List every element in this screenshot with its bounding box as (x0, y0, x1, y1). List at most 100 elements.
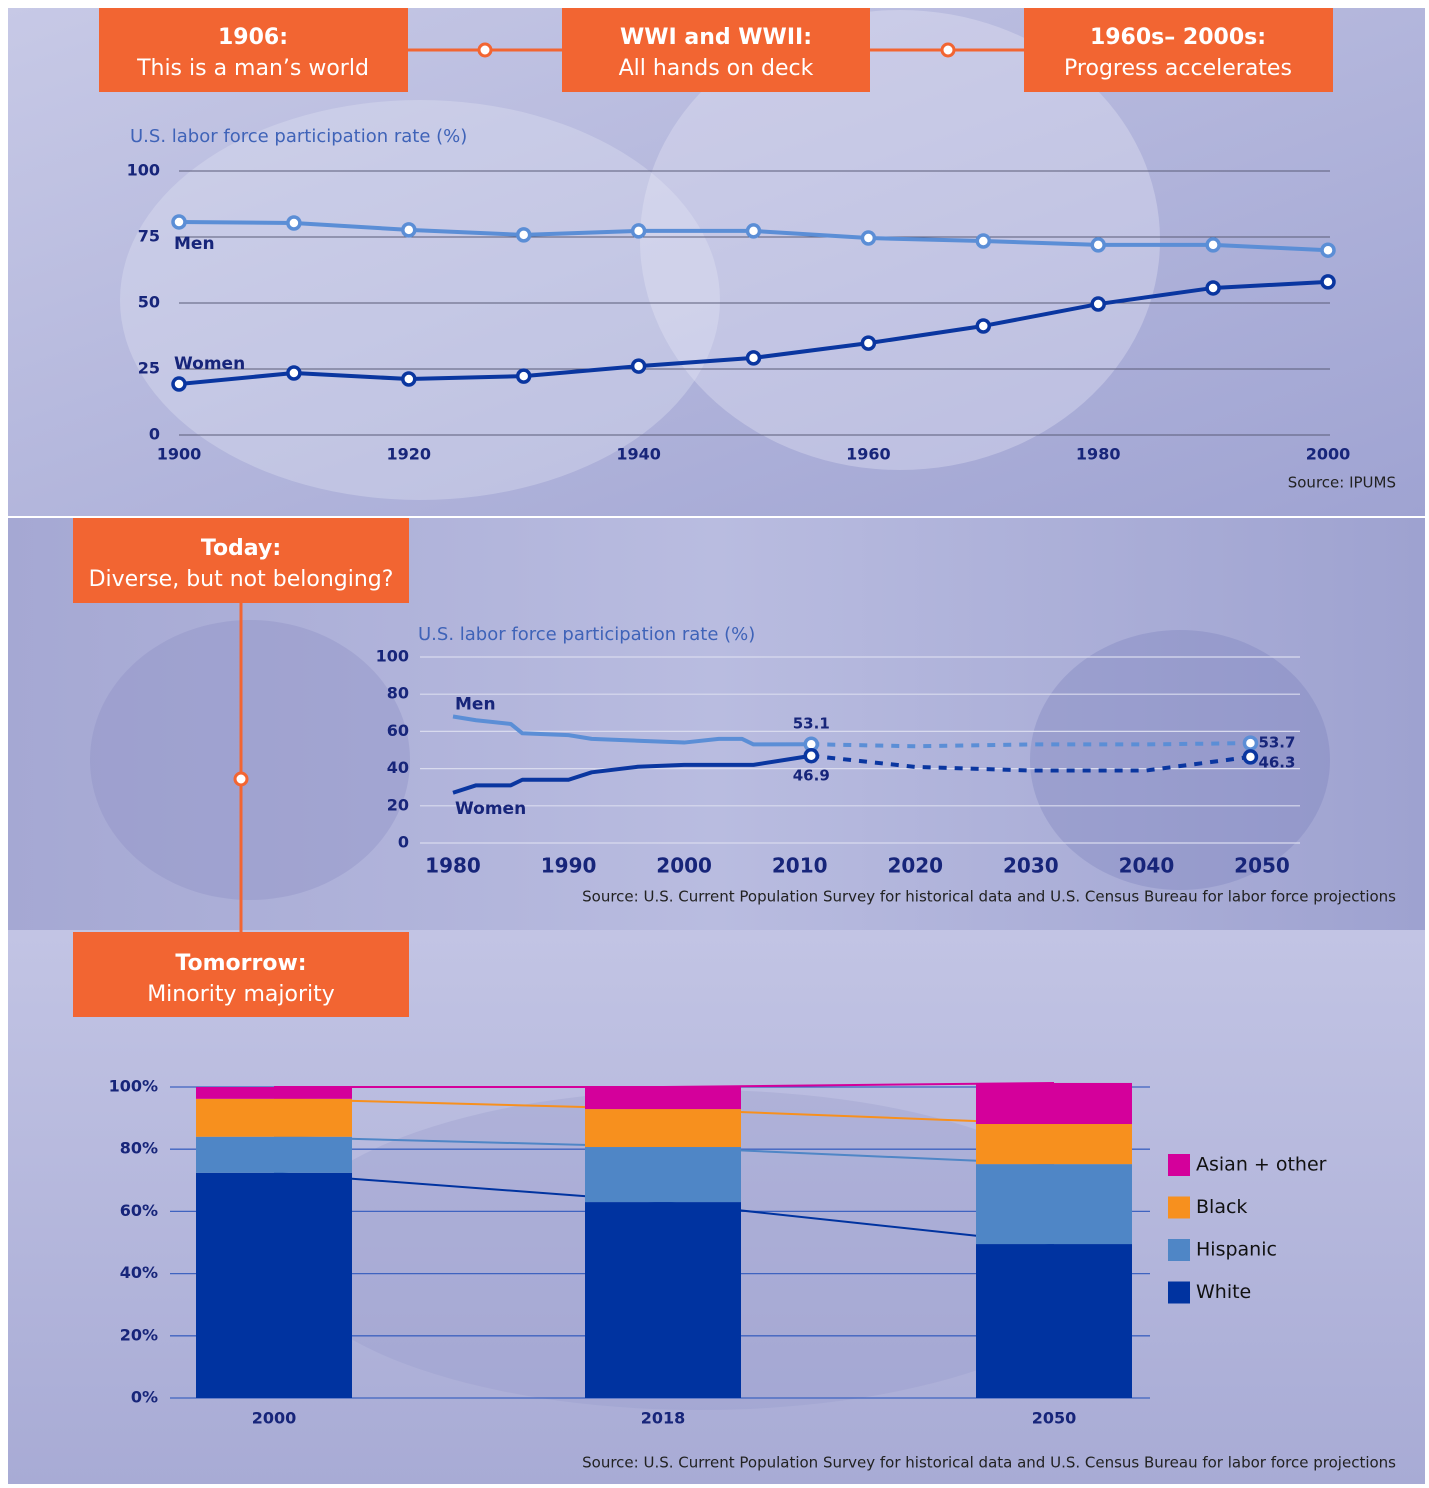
timeline-dot (942, 44, 954, 56)
x-tick-label: 1990 (541, 854, 597, 878)
point-marker (1092, 298, 1104, 310)
header-subtitle: Diverse, but not belonging? (89, 567, 394, 592)
series-label: Women (174, 354, 245, 374)
point-marker (288, 217, 300, 229)
data-label: 46.3 (1258, 753, 1295, 771)
point-marker (403, 373, 415, 385)
legend-swatch (1168, 1197, 1190, 1219)
point-marker (748, 225, 760, 237)
point-marker (1092, 239, 1104, 251)
header-title: 1906: (218, 25, 288, 50)
legend-label: White (1196, 1281, 1251, 1303)
y-tick-label: 100 (127, 161, 160, 180)
infographic: 1906: This is a man’s world WWI and WWII… (0, 0, 1429, 1484)
timeline-dot (235, 773, 247, 785)
point-marker (805, 750, 817, 762)
timeline-header: Today: Diverse, but not belonging? (73, 518, 409, 603)
photo-shade (90, 620, 410, 900)
bar-segment (585, 1202, 741, 1398)
timeline-header: 1960s– 2000s: Progress accelerates (1024, 8, 1333, 92)
y-tick-label: 40 (387, 758, 409, 777)
point-marker (862, 232, 874, 244)
photo-shade (120, 100, 720, 500)
y-tick-label: 80% (120, 1139, 158, 1158)
y-tick-label: 75 (138, 227, 160, 246)
y-tick-label: 60% (120, 1201, 158, 1220)
bar-segment (196, 1087, 352, 1099)
source-note: Source: U.S. Current Population Survey f… (582, 1454, 1396, 1472)
chart-title: U.S. labor force participation rate (%) (418, 624, 755, 645)
header-title: Today: (201, 536, 281, 561)
point-marker (977, 235, 989, 247)
legend-swatch (1168, 1282, 1190, 1304)
point-marker (518, 370, 530, 382)
header-title: 1960s– 2000s: (1090, 25, 1266, 50)
point-marker (748, 352, 760, 364)
header-title: Tomorrow: (175, 951, 306, 976)
bar-segment (196, 1173, 352, 1398)
point-marker (977, 320, 989, 332)
bar-segment (976, 1124, 1132, 1164)
point-marker (1207, 282, 1219, 294)
data-label: 53.7 (1258, 734, 1295, 752)
x-tick-label: 2030 (1003, 854, 1059, 878)
x-tick-label: 2000 (1306, 445, 1351, 464)
legend-label: Black (1196, 1196, 1247, 1218)
y-tick-label: 0% (131, 1388, 158, 1407)
source-note: Source: IPUMS (1288, 474, 1396, 492)
timeline-header: Tomorrow: Minority majority (73, 932, 409, 1017)
y-tick-label: 60 (387, 721, 409, 740)
x-tick-label: 2010 (772, 854, 828, 878)
point-marker (1322, 244, 1334, 256)
source-note: Source: U.S. Current Population Survey f… (582, 888, 1396, 906)
data-label: 53.1 (793, 715, 830, 733)
x-tick-label: 2050 (1234, 854, 1290, 878)
y-tick-label: 20 (387, 795, 409, 814)
y-tick-label: 100% (109, 1077, 158, 1096)
series-label: Women (455, 799, 526, 819)
x-tick-label: 2018 (641, 1409, 686, 1428)
series-label: Men (174, 234, 215, 254)
x-tick-label: 2020 (887, 854, 943, 878)
x-tick-label: 1980 (425, 854, 481, 878)
point-marker (633, 360, 645, 372)
y-tick-label: 25 (138, 359, 160, 378)
y-tick-label: 50 (138, 293, 160, 312)
x-tick-label: 2050 (1032, 1409, 1077, 1428)
point-marker (173, 378, 185, 390)
y-tick-label: 100 (376, 647, 409, 666)
x-tick-label: 2040 (1119, 854, 1175, 878)
bar-segment (976, 1083, 1132, 1124)
series-label: Men (455, 695, 496, 715)
chart-title: U.S. labor force participation rate (%) (130, 126, 467, 147)
bar-segment (196, 1137, 352, 1173)
bar-segment (585, 1087, 741, 1109)
point-marker (862, 337, 874, 349)
data-label: 46.9 (793, 766, 830, 784)
y-tick-label: 80 (387, 684, 409, 703)
point-marker (1207, 239, 1219, 251)
y-tick-label: 20% (120, 1325, 158, 1344)
x-tick-label: 1940 (616, 445, 661, 464)
x-tick-label: 1980 (1076, 445, 1121, 464)
bar-segment (976, 1244, 1132, 1398)
bar-segment (196, 1099, 352, 1137)
header-subtitle: Progress accelerates (1064, 56, 1292, 81)
x-tick-label: 1920 (387, 445, 432, 464)
point-marker (1322, 276, 1334, 288)
y-tick-label: 40% (120, 1263, 158, 1282)
x-tick-label: 2000 (252, 1409, 297, 1428)
legend-swatch (1168, 1154, 1190, 1176)
legend-swatch (1168, 1239, 1190, 1261)
point-marker (173, 216, 185, 228)
legend-label: Hispanic (1196, 1239, 1277, 1261)
point-marker (288, 367, 300, 379)
x-tick-label: 2000 (656, 854, 712, 878)
bar-segment (585, 1109, 741, 1147)
header-subtitle: Minority majority (147, 982, 335, 1007)
header-subtitle: This is a man’s world (136, 56, 369, 81)
point-marker (1244, 737, 1256, 749)
point-marker (403, 224, 415, 236)
y-tick-label: 0 (398, 833, 409, 852)
point-marker (633, 225, 645, 237)
